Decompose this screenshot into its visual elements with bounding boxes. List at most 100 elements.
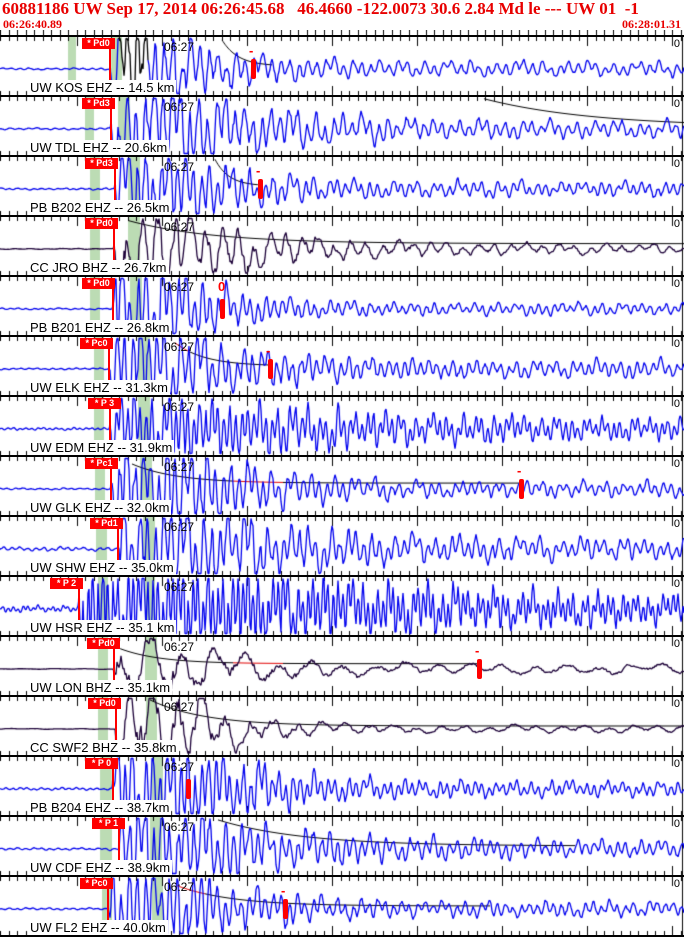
- minute-label: 06:27: [164, 820, 195, 834]
- coda-duration-marker[interactable]: [477, 659, 482, 679]
- p-pick-line[interactable]: [78, 589, 80, 629]
- station-label: UW KOS EHZ -- 14.5 km: [28, 80, 177, 95]
- amplitude-zero-label: 0: [673, 158, 680, 170]
- trace-panel: 06:27 0 * Pd3 - PB B202 EHZ -- 26.5km: [0, 155, 684, 215]
- p-pick-line[interactable]: [110, 469, 112, 509]
- trace-panel: 06:27 0 * Pd0 - UW KOS EHZ -- 14.5 km: [0, 35, 684, 95]
- p-pick-flag[interactable]: * Pc1: [85, 458, 118, 469]
- amplitude-zero-label: 0: [673, 518, 680, 530]
- p-pick-line[interactable]: [118, 829, 120, 869]
- trace-panel: 06:27 0 * Pd0 - UW LON BHZ -- 35.1km: [0, 635, 684, 695]
- coda-duration-marker[interactable]: [251, 59, 256, 79]
- p-pick-line[interactable]: [109, 49, 111, 89]
- coda-duration-marker[interactable]: [283, 899, 288, 919]
- coda-marker-label: -: [281, 883, 286, 898]
- p-pick-flag[interactable]: * P 0: [85, 758, 118, 769]
- amplitude-zero-label: 0: [673, 758, 680, 770]
- station-label: UW FL2 EHZ -- 40.0km: [28, 920, 168, 935]
- coda-duration-marker[interactable]: [268, 359, 273, 379]
- amplitude-zero-label: 0: [673, 398, 680, 410]
- minute-label: 06:27: [164, 580, 195, 594]
- station-label: UW HSR EHZ -- 35.1 km: [28, 620, 177, 635]
- station-label: PB B202 EHZ -- 26.5km: [28, 200, 172, 215]
- coda-marker-label: 0: [218, 279, 226, 294]
- coda-marker-label: -: [256, 163, 261, 178]
- amplitude-zero-label: 0: [673, 98, 680, 110]
- station-label: UW EDM EHZ -- 31.9km: [28, 440, 175, 455]
- time-ruler-ticks: [0, 30, 684, 35]
- minute-label: 06:27: [164, 880, 195, 894]
- p-pick-flag[interactable]: * Pd0: [82, 278, 115, 289]
- p-pick-line[interactable]: [114, 169, 116, 209]
- p-pick-flag[interactable]: * P 1: [92, 818, 125, 829]
- trace-stack: 06:27 0 * Pd0 - UW KOS EHZ -- 14.5 km 06:27 0 *…: [0, 35, 684, 937]
- p-pick-flag[interactable]: * Pd0: [82, 38, 115, 49]
- minute-label: 06:27: [164, 40, 195, 54]
- p-pick-line[interactable]: [117, 529, 119, 569]
- p-pick-line[interactable]: [113, 649, 115, 689]
- trace-panel: 06:27 0 * Pc0 - UW ELK EHZ -- 31.3km: [0, 335, 684, 395]
- coda-marker-label: -: [475, 643, 480, 658]
- p-pick-flag[interactable]: * Pc0: [80, 338, 113, 349]
- p-pick-flag[interactable]: * Pc0: [80, 878, 113, 889]
- station-label: UW ELK EHZ -- 31.3km: [28, 380, 170, 395]
- minute-label: 06:27: [164, 280, 195, 294]
- coda-duration-marker[interactable]: [519, 479, 524, 499]
- trace-panel: 06:27 0 * P 2 UW HSR EHZ -- 35.1 km: [0, 575, 684, 635]
- p-pick-line[interactable]: [112, 769, 114, 809]
- station-label: PB B201 EHZ -- 26.8km: [28, 320, 172, 335]
- amplitude-zero-label: 0: [673, 458, 680, 470]
- p-pick-line[interactable]: [109, 409, 111, 449]
- p-pick-line[interactable]: [110, 109, 112, 149]
- station-label: UW TDL EHZ -- 20.6km: [28, 140, 170, 155]
- time-ruler: [0, 30, 684, 35]
- p-pick-line[interactable]: [113, 229, 115, 269]
- p-pick-flag[interactable]: * Pd3: [82, 98, 115, 109]
- p-pick-flag[interactable]: * Pd3: [85, 158, 118, 169]
- p-pick-flag[interactable]: * Pd1: [90, 518, 123, 529]
- trace-panel: 06:27 0 * P 1 UW CDF EHZ -- 38.9km: [0, 815, 684, 875]
- amplitude-zero-label: 0: [673, 818, 680, 830]
- station-label: UW LON BHZ -- 35.1km: [28, 680, 173, 695]
- trace-window-times: 06:26:40.89 06:28:01.31: [0, 18, 684, 30]
- station-label: UW CDF EHZ -- 38.9km: [28, 860, 173, 875]
- station-label: UW SHW EHZ -- 35.0km: [28, 560, 176, 575]
- minute-label: 06:27: [164, 220, 195, 234]
- trace-panel: 06:27 0 * P 0 PB B204 EHZ -- 38.7km: [0, 755, 684, 815]
- trace-panel: 06:27 0 * Pd0 0 PB B201 EHZ -- 26.8km: [0, 275, 684, 335]
- coda-marker-label: -: [517, 463, 522, 478]
- trace-panel: 06:27 0 * Pd1 UW SHW EHZ -- 35.0km: [0, 515, 684, 575]
- amplitude-zero-label: 0: [673, 38, 680, 50]
- event-header-title: 60881186 UW Sep 17, 2014 06:26:45.68 46.…: [2, 0, 639, 18]
- coda-marker-label: -: [266, 343, 271, 358]
- p-pick-line[interactable]: [108, 349, 110, 389]
- minute-label: 06:27: [164, 640, 195, 654]
- coda-duration-marker[interactable]: [258, 179, 263, 199]
- minute-label: 06:27: [164, 160, 195, 174]
- p-pick-line[interactable]: [115, 709, 117, 749]
- minute-label: 06:27: [164, 340, 195, 354]
- coda-duration-marker[interactable]: [186, 779, 191, 799]
- coda-duration-marker[interactable]: [220, 299, 225, 319]
- p-pick-flag[interactable]: * Pd0: [87, 638, 120, 649]
- amplitude-zero-label: 0: [673, 638, 680, 650]
- minute-label: 06:27: [164, 100, 195, 114]
- p-pick-line[interactable]: [112, 289, 114, 329]
- window-start-time: 06:26:40.89: [3, 17, 62, 31]
- p-pick-flag[interactable]: * P 2: [50, 578, 83, 589]
- amplitude-zero-label: 0: [673, 218, 680, 230]
- minute-label: 06:27: [164, 460, 195, 474]
- amplitude-zero-label: 0: [673, 338, 680, 350]
- p-pick-flag[interactable]: * Pd0: [88, 698, 121, 709]
- amplitude-zero-label: 0: [673, 278, 680, 290]
- station-label: CC SWF2 BHZ -- 35.8km: [28, 740, 179, 755]
- trace-panel: 06:27 0 * Pd0 CC JRO BHZ -- 26.7km: [0, 215, 684, 275]
- amplitude-zero-label: 0: [673, 698, 680, 710]
- trace-panel: 06:27 0 * Pc1 - UW GLK EHZ -- 32.0km: [0, 455, 684, 515]
- amplitude-zero-label: 0: [673, 878, 680, 890]
- minute-label: 06:27: [164, 760, 195, 774]
- p-pick-flag[interactable]: * Pd0: [85, 218, 118, 229]
- p-pick-flag[interactable]: * P 3: [88, 398, 121, 409]
- station-label: UW GLK EHZ -- 32.0km: [28, 500, 172, 515]
- p-pick-line[interactable]: [107, 889, 109, 929]
